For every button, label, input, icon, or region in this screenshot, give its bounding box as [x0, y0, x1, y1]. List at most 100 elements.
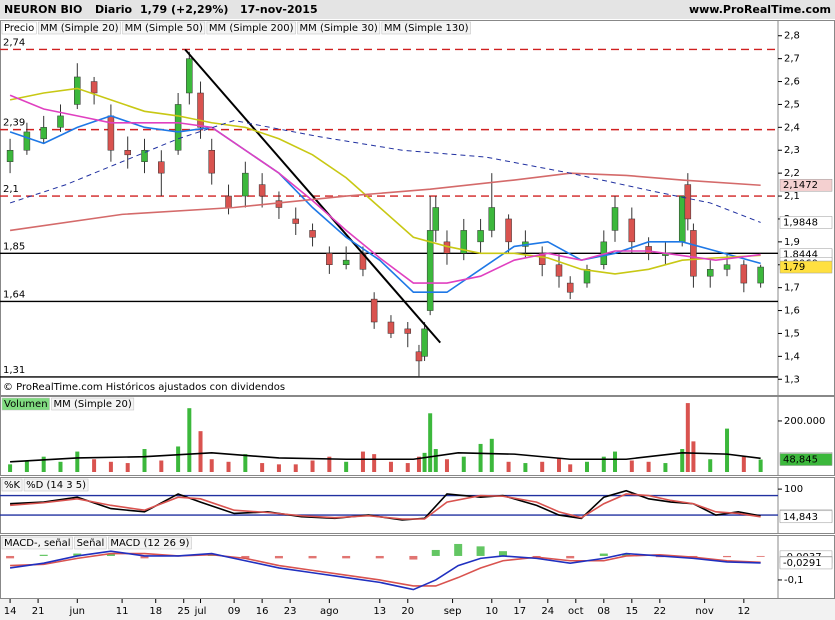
y-tick-label: 2,7 [784, 54, 800, 65]
candle-body [706, 269, 714, 277]
volume-bar [209, 459, 214, 472]
volume-bar [344, 461, 349, 472]
volume-bar [685, 403, 690, 472]
period: Diario [95, 3, 133, 16]
line [9, 172, 761, 232]
volume-bar [416, 456, 421, 472]
histogram-bar [274, 555, 283, 559]
legend-box [1, 478, 23, 492]
candle-body [309, 230, 316, 238]
histogram-bar [566, 555, 575, 559]
candle-body [415, 351, 423, 362]
candle-body [23, 131, 31, 151]
volume-bar [556, 457, 561, 472]
x-tick-label: 22 [653, 606, 666, 617]
x-tick-label: 18 [149, 606, 162, 617]
last-value-box [779, 216, 833, 229]
volume-bar [327, 456, 332, 472]
volume-bar [540, 461, 545, 472]
legend-label: %D (14 3 5) [26, 480, 86, 491]
x-tick-label: nov [695, 606, 713, 617]
y-tick-label: 1,6 [784, 306, 800, 317]
y-tick-label: 2,8 [784, 31, 800, 42]
x-tick-label: 13 [373, 606, 386, 617]
candle-body [74, 76, 81, 105]
x-tick-label: 15 [625, 606, 638, 617]
line [9, 94, 761, 284]
histogram-bar [106, 553, 115, 556]
volume-bar [680, 449, 685, 472]
candle-body [432, 207, 440, 231]
volume-bar [360, 451, 365, 472]
legend-label: MM (Simple 30) [300, 23, 378, 34]
line [9, 87, 761, 275]
trend-line [184, 48, 442, 344]
x-tick-label: 12 [737, 606, 750, 617]
volume-bar [176, 446, 181, 472]
quote: 1,79 (+2,29%) [140, 3, 228, 16]
candle-body [141, 149, 148, 162]
volume-bar [41, 456, 46, 472]
histogram-bar [756, 555, 765, 557]
candle-body [40, 127, 47, 140]
level-label: 2,39 [3, 118, 25, 129]
x-tick-label: jun [69, 606, 85, 617]
volume-bar [523, 463, 528, 472]
legend-label: %K [4, 480, 21, 491]
legend-label: MM (Simple 50) [125, 23, 203, 34]
x-tick-label: 08 [597, 606, 610, 617]
histogram-bar [476, 546, 485, 556]
date: 17-nov-2015 [240, 3, 318, 16]
x-tick-label: jul [194, 606, 207, 617]
candle-body [505, 218, 512, 243]
legend-box [108, 536, 192, 550]
x-tick-label: 20 [401, 606, 414, 617]
histogram-bar [73, 553, 82, 556]
panel-border [0, 477, 835, 534]
legend-box [122, 21, 206, 35]
y-tick-label: 100 [784, 484, 803, 495]
legend-box [51, 397, 135, 411]
candle-body [258, 184, 266, 197]
volume-bar [187, 408, 192, 472]
legend-box [1, 21, 37, 35]
x-tick-label: 09 [228, 606, 241, 617]
volume-bar [601, 456, 606, 472]
y-tick-label: 2,1 [784, 191, 800, 202]
histogram-bar [6, 555, 15, 559]
y-tick-label: 200.000 [784, 416, 825, 427]
legend-box [381, 21, 471, 35]
candle-body [57, 115, 64, 128]
histogram-bar [454, 543, 463, 556]
volume-bar [226, 461, 231, 472]
volume-bar [293, 464, 298, 472]
histogram-bar [39, 554, 48, 556]
candle-body [723, 264, 731, 270]
histogram-bar [599, 553, 608, 556]
volume-bar [388, 461, 393, 472]
x-tick-label: 24 [541, 606, 554, 617]
volume-bar [489, 438, 494, 472]
y-tick-label: 2,5 [784, 99, 800, 110]
legend-label: Señal [77, 538, 105, 549]
candle-body [678, 195, 686, 243]
histogram-bar [498, 551, 507, 556]
candle-body [611, 207, 619, 231]
x-tick-label: 16 [256, 606, 269, 617]
volume-bar [159, 460, 164, 472]
volume-bar [276, 464, 281, 472]
candle-body [740, 264, 748, 284]
candle-body [197, 92, 204, 128]
last-value-box [779, 260, 833, 274]
candle-body [90, 81, 98, 94]
last-value-label: -0,0291 [783, 558, 822, 569]
volume-bar [125, 463, 130, 472]
volume-bar [422, 452, 427, 472]
candle-body [124, 149, 131, 156]
last-value-box [779, 556, 833, 570]
candle-body [421, 328, 428, 357]
legend-box [74, 536, 107, 550]
line [9, 550, 761, 591]
histogram-bar [622, 553, 631, 556]
level-label: 1,31 [3, 365, 25, 376]
